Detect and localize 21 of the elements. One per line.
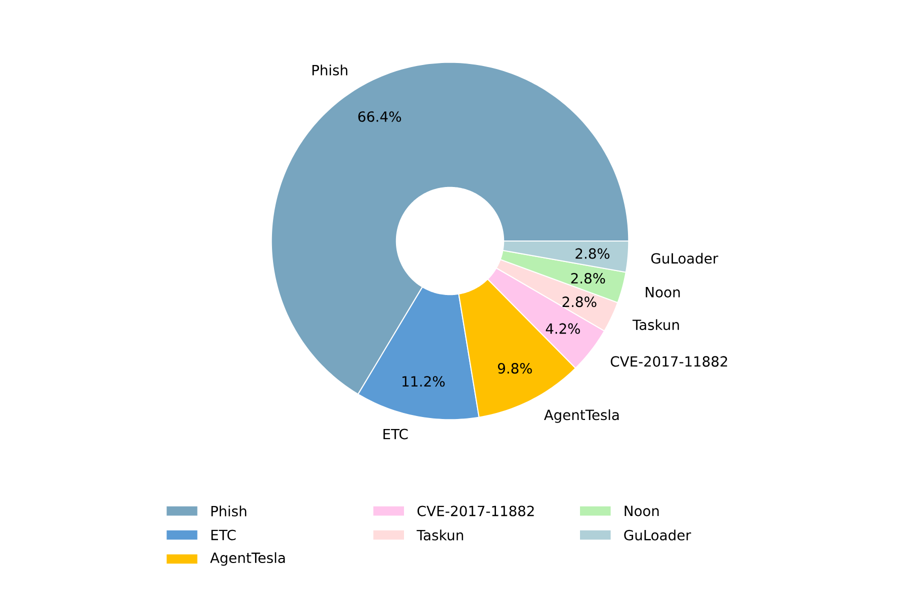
data-label: 2.8% <box>571 272 605 284</box>
legend-label: AgentTesla <box>210 552 285 566</box>
data-label: 11.2% <box>402 376 445 387</box>
slice-label: GuLoader <box>651 252 718 264</box>
legend-label: Noon <box>624 506 659 516</box>
legend-label: CVE-2017-11882 <box>418 506 534 516</box>
legend-label: GuLoader <box>624 530 692 540</box>
slice-label: CVE-2017-11882 <box>610 356 728 367</box>
data-label: 9.8% <box>498 363 532 374</box>
slice-label: AgentTesla <box>544 409 619 423</box>
slice-label: ETC <box>383 428 408 440</box>
data-label: 4.2% <box>546 323 580 334</box>
data-label: 2.8% <box>576 248 610 259</box>
legend-label: Taskun <box>416 530 464 540</box>
slice-label: Phish <box>312 64 348 76</box>
data-label: 66.4% <box>358 111 402 122</box>
slice-label: Taskun <box>632 319 679 330</box>
legend-label: ETC <box>211 530 236 540</box>
data-label: 2.8% <box>562 296 596 308</box>
slice-label: Noon <box>646 287 680 298</box>
legend-label: Phish <box>211 506 246 516</box>
